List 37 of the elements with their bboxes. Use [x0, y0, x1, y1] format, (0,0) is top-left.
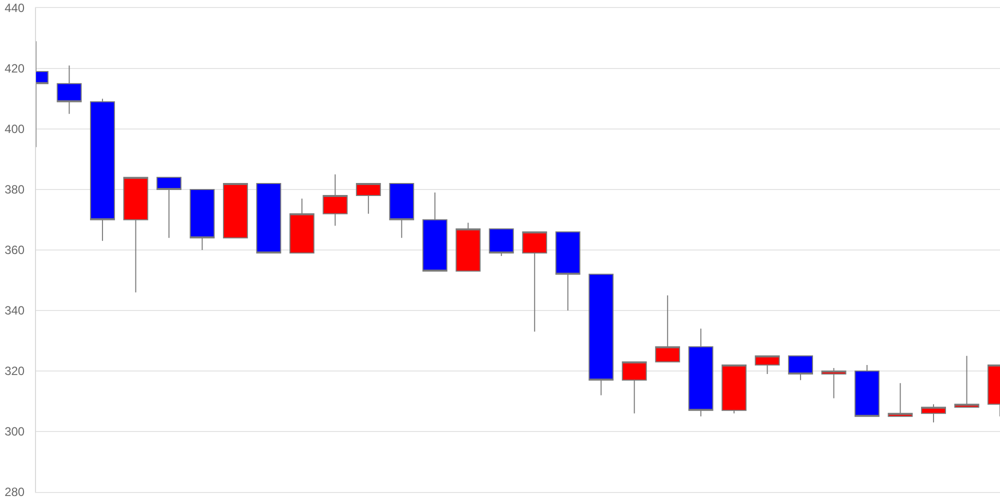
y-tick-label: 400 — [4, 122, 25, 136]
candlestick — [289, 198, 314, 254]
candlestick — [754, 355, 780, 375]
candlestick — [389, 182, 414, 238]
candlestick — [921, 404, 946, 423]
y-tick-label: 320 — [4, 364, 25, 378]
candlestick — [788, 355, 814, 381]
y-tick-label: 440 — [4, 1, 25, 16]
candlestick — [456, 222, 481, 272]
candlestick — [256, 182, 282, 254]
candlestick — [222, 182, 248, 238]
candlestick — [123, 176, 148, 293]
candlestick — [688, 328, 714, 417]
y-tick-label: 280 — [4, 485, 25, 500]
candlestick — [522, 231, 548, 332]
y-tick-label: 300 — [4, 424, 25, 439]
candlestick — [622, 361, 647, 414]
candlestick — [555, 231, 580, 311]
y-tick-label: 420 — [4, 62, 25, 76]
candlestick — [821, 367, 846, 399]
candlestick — [854, 364, 880, 417]
candlestick — [156, 176, 182, 238]
candlestick — [722, 364, 747, 414]
y-tick-label: 340 — [4, 304, 25, 318]
candlestick — [56, 64, 82, 114]
candlestick — [90, 98, 115, 242]
y-tick-label: 360 — [4, 243, 25, 258]
candlestick — [655, 294, 680, 362]
candlestick — [356, 182, 381, 214]
candlestick — [322, 174, 348, 226]
candlestick — [190, 189, 215, 250]
y-tick-label: 380 — [4, 182, 25, 197]
candlestick — [422, 192, 448, 272]
candlestick — [588, 274, 614, 396]
candlestick — [888, 382, 913, 417]
candlestick — [954, 355, 980, 408]
candlestick — [488, 228, 514, 257]
